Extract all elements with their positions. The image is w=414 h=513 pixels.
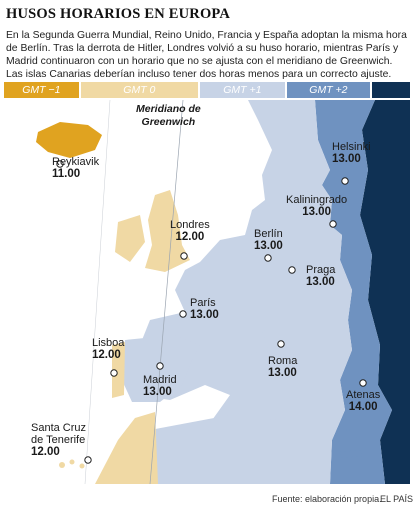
legend-label: GMT 0	[123, 84, 156, 96]
city-lisboa: Lisboa 12.00	[92, 337, 124, 361]
city-name: Helsinki	[332, 141, 371, 153]
dot-berlin	[264, 254, 272, 262]
dot-canarias	[84, 456, 92, 464]
meridian-label: Meridiano de Greenwich	[136, 103, 201, 129]
city-time: 13.00	[190, 309, 219, 321]
brand-label: EL PAÍS	[380, 494, 414, 504]
city-time: 13.00	[268, 367, 297, 379]
dot-paris	[179, 310, 187, 318]
city-name: Madrid	[143, 374, 177, 386]
city-name: Roma	[268, 355, 298, 367]
dot-helsinki	[341, 177, 349, 185]
city-kaliningrado: Kaliningrado 13.00	[286, 194, 347, 218]
city-time: 14.00	[348, 401, 378, 413]
timezone-legend: GMT −1 GMT 0 GMT +1 GMT +2	[4, 82, 410, 98]
city-name: Atenas	[346, 389, 381, 401]
dot-madrid	[156, 362, 164, 370]
city-praga: Praga 13.00	[306, 264, 335, 288]
city-name-line1: Santa Cruz	[31, 422, 87, 434]
city-name: Lisboa	[92, 337, 125, 349]
city-time: 13.00	[332, 153, 361, 165]
city-name: Reykiavik	[52, 156, 100, 168]
city-name: Praga	[306, 264, 336, 276]
city-londres: Londres 12.00	[170, 219, 210, 243]
city-name: París	[190, 297, 216, 309]
city-name: Londres	[170, 219, 210, 231]
city-helsinki: Helsinki 13.00	[332, 141, 371, 165]
source-note: Fuente: elaboración propia.	[272, 494, 382, 504]
greenwich-meridian	[149, 100, 184, 484]
map-svg	[4, 100, 410, 484]
city-berlin: Berlín 13.00	[254, 228, 283, 252]
legend-gmt-minus1: GMT −1	[4, 82, 79, 98]
legend-gmt-plus1: GMT +1	[200, 82, 285, 98]
dot-reykjavik	[56, 160, 64, 168]
city-roma: Roma 13.00	[268, 355, 297, 379]
zone-gmt-plus1	[125, 100, 352, 484]
city-name: Kaliningrado	[286, 194, 348, 206]
intro-text: En la Segunda Guerra Mundial, Reino Unid…	[6, 30, 407, 80]
europe-map	[4, 100, 410, 484]
legend-gmt-plus3	[372, 82, 410, 98]
dot-kaliningrado	[329, 220, 337, 228]
zone-great-britain	[145, 190, 190, 272]
meridian-line1: Meridiano de	[136, 103, 201, 115]
zone-portugal	[112, 342, 125, 398]
legend-label: GMT +1	[223, 84, 262, 96]
city-time: 12.00	[92, 349, 121, 361]
city-atenas: Atenas 14.00	[346, 389, 380, 413]
city-time: 13.00	[302, 206, 331, 218]
dot-lisboa	[110, 369, 118, 377]
legend-label: GMT −1	[22, 84, 61, 96]
zone-gmt-plus3	[360, 100, 410, 484]
legend-label: GMT +2	[309, 84, 348, 96]
dot-atenas	[359, 379, 367, 387]
city-time: 13.00	[254, 240, 283, 252]
zone-ireland	[115, 215, 145, 262]
city-canarias: Santa Cruz de Tenerife 12.00	[31, 422, 86, 458]
zone-gmt-plus2	[315, 100, 392, 484]
legend-gmt-plus2: GMT +2	[286, 82, 371, 98]
city-time: 13.00	[143, 386, 172, 398]
city-time: 13.00	[306, 276, 335, 288]
city-time: 12.00	[31, 446, 60, 458]
city-reykjavik: Reykiavik 11.00	[52, 156, 99, 180]
page-title: HUSOS HORARIOS EN EUROPA	[6, 6, 231, 22]
legend-gmt-0: GMT 0	[80, 82, 199, 98]
dot-londres	[180, 252, 188, 260]
meridian-line2: Greenwich	[141, 116, 196, 128]
city-paris: París 13.00	[190, 297, 219, 321]
dot-roma	[277, 340, 285, 348]
city-time: 11.00	[52, 168, 81, 180]
city-name: Berlín	[254, 228, 283, 240]
city-name-line2: de Tenerife	[31, 434, 86, 446]
zone-north-africa	[150, 415, 330, 484]
zone-morocco	[95, 412, 158, 484]
city-time: 12.00	[175, 231, 205, 243]
zone-iceland	[36, 122, 102, 158]
city-madrid: Madrid 13.00	[143, 374, 177, 398]
dot-praga	[288, 266, 296, 274]
